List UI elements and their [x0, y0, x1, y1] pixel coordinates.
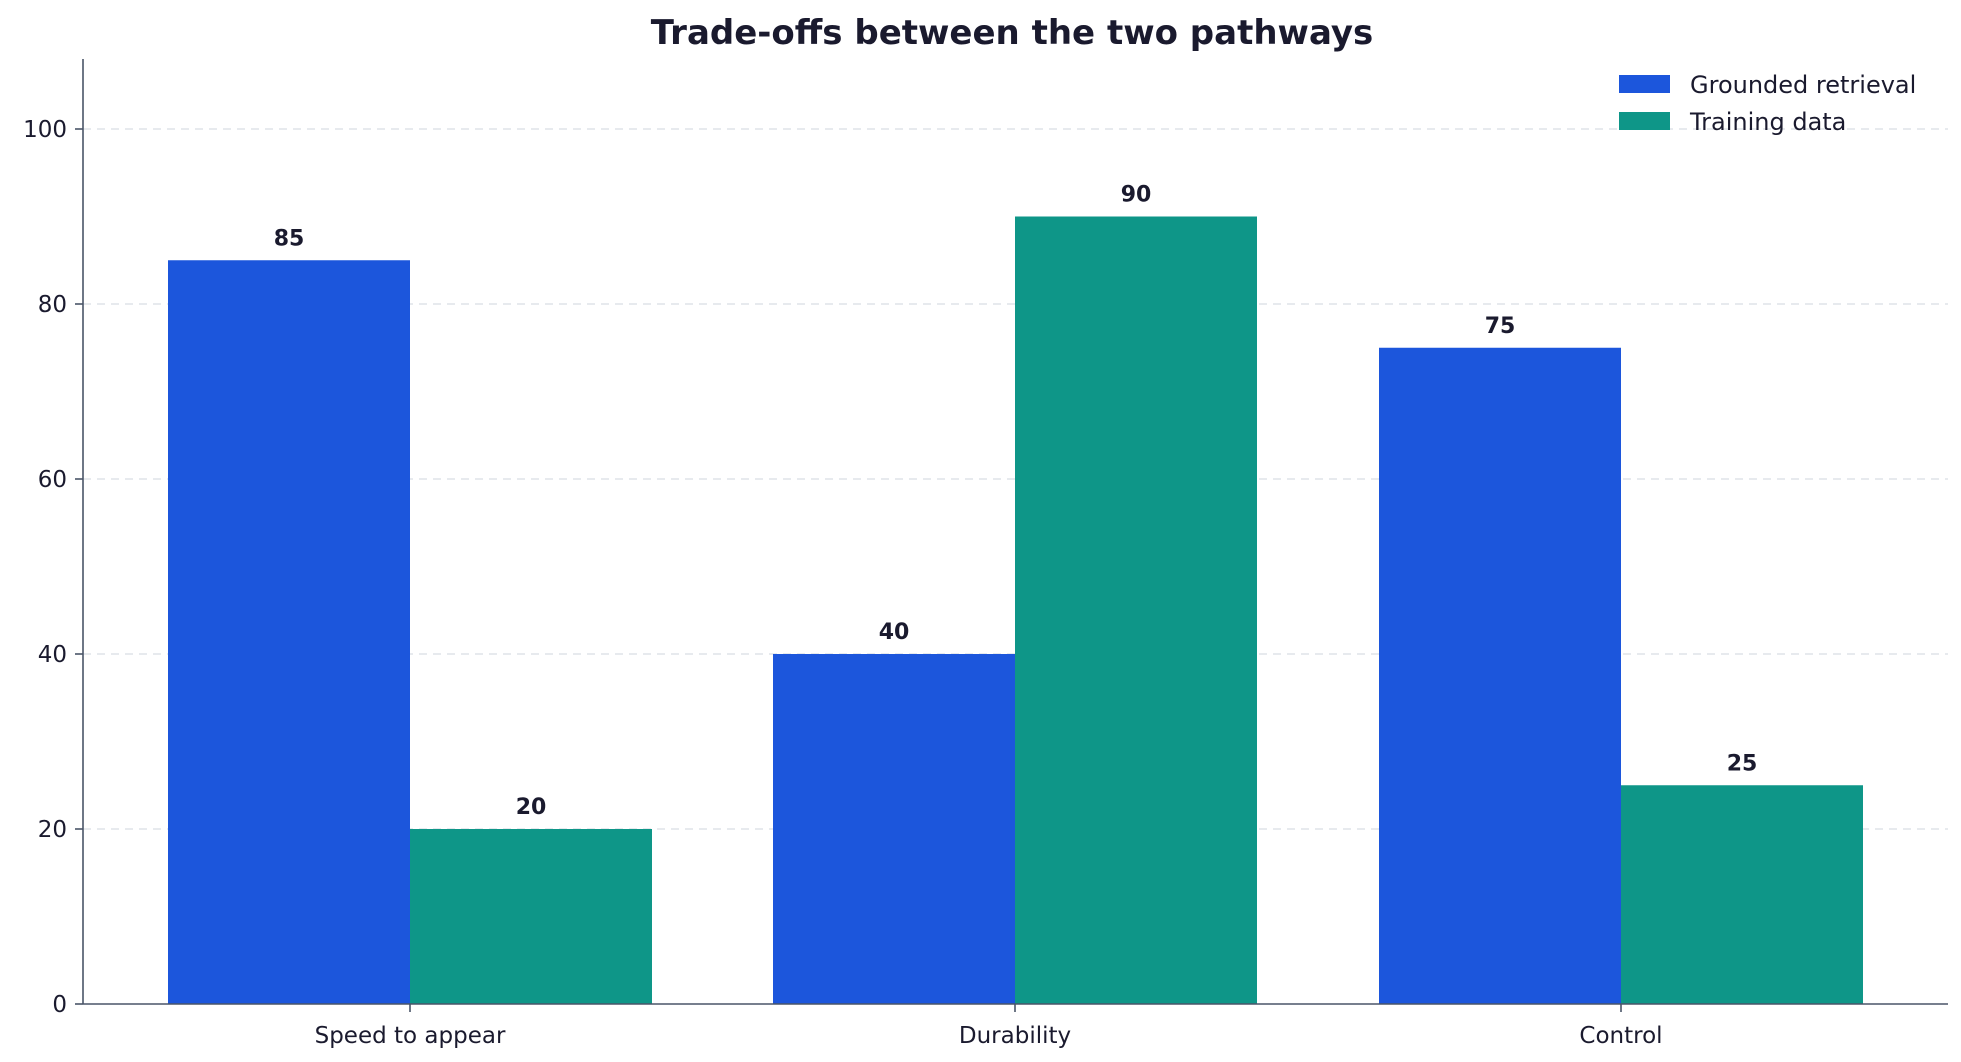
- chart-title: Trade-offs between the two pathways: [651, 13, 1374, 53]
- bar-value-label: 85: [274, 226, 305, 251]
- data-labels: 85 20 40 90 75 25: [274, 183, 1758, 821]
- bar-grounded-retrieval: [168, 260, 410, 1004]
- bar-value-label: 40: [879, 620, 910, 645]
- bar-value-label: 75: [1485, 314, 1516, 339]
- legend-label: Grounded retrieval: [1690, 71, 1916, 99]
- legend-swatch: [1619, 112, 1670, 130]
- bar-training-data: [1621, 785, 1863, 1004]
- legend: Grounded retrieval Training data: [1619, 71, 1916, 136]
- bar-value-label: 20: [516, 795, 547, 820]
- bar-grounded-retrieval: [773, 654, 1015, 1004]
- bar-training-data: [1015, 216, 1257, 1004]
- bar-value-label: 25: [1727, 751, 1758, 776]
- x-tick-label: Speed to appear: [315, 1023, 506, 1049]
- bar-training-data: [410, 829, 652, 1004]
- bars: [168, 216, 1863, 1004]
- x-tick-label: Control: [1579, 1023, 1662, 1049]
- bar-value-label: 90: [1121, 183, 1152, 208]
- y-tick-label: 100: [23, 117, 67, 143]
- y-tick-label: 20: [38, 817, 67, 843]
- y-tick-label: 80: [38, 292, 67, 318]
- y-tick-label: 40: [38, 642, 67, 668]
- legend-swatch: [1619, 75, 1670, 93]
- axes: 0 20 40 60 80 100 Speed to appear Durability Con…: [23, 59, 1948, 1049]
- x-tick-label: Durability: [959, 1023, 1071, 1049]
- y-tick-label: 60: [38, 467, 67, 493]
- bar-grounded-retrieval: [1379, 347, 1621, 1004]
- legend-label: Training data: [1689, 108, 1846, 136]
- y-tick-label: 0: [52, 992, 67, 1018]
